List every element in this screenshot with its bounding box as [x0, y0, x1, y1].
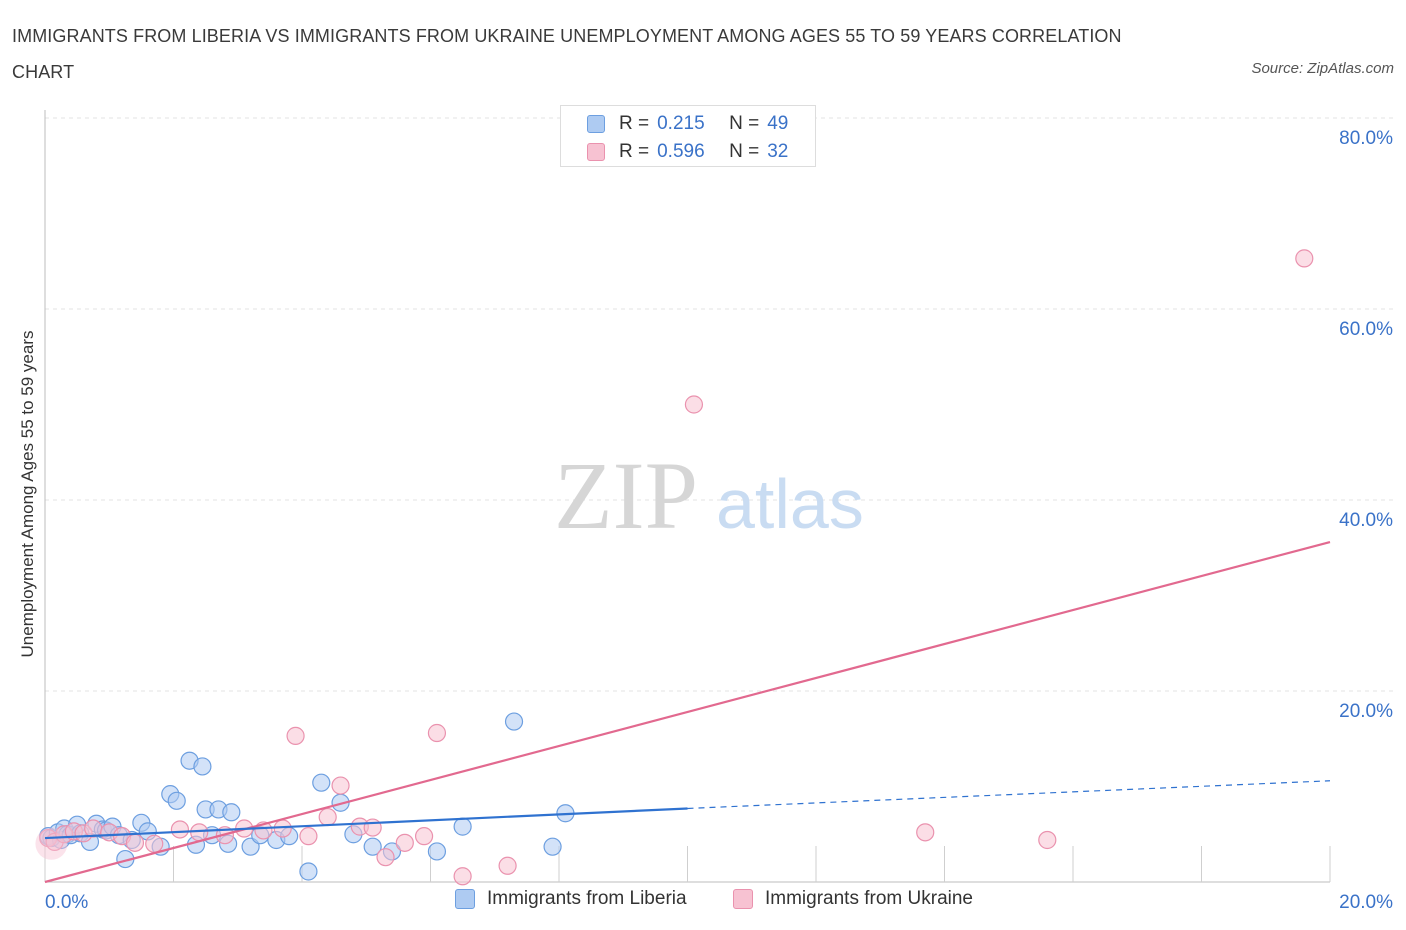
legend-n-value-liberia: 49 [767, 113, 789, 134]
data-point-liberia [453, 817, 472, 836]
data-point-liberia [299, 862, 318, 881]
y-tick-label: 80.0% [1339, 128, 1393, 149]
source-label: Source: ZipAtlas.com [1251, 60, 1394, 77]
data-point-ukraine [318, 807, 337, 827]
legend-n-label: N = [729, 141, 760, 162]
data-point-ukraine [286, 726, 305, 745]
data-point-ukraine [498, 856, 517, 875]
chart-title: IMMIGRANTS FROM LIBERIA VS IMMIGRANTS FR… [12, 26, 1122, 82]
bottom-legend-swatch-ukraine [733, 889, 753, 909]
bottom-legend-swatch-liberia [455, 889, 475, 909]
data-point-ukraine [453, 867, 472, 886]
legend-n-label: N = [729, 113, 760, 134]
legend-swatch-liberia [587, 115, 605, 133]
data-point-ukraine-cluster [35, 827, 68, 860]
y-tick-label: 40.0% [1339, 510, 1393, 531]
y-axis-label: Unemployment Among Ages 55 to 59 years [18, 330, 37, 658]
data-point-ukraine [125, 833, 145, 852]
data-point-ukraine [916, 823, 935, 842]
y-tick-label: 60.0% [1339, 319, 1393, 340]
data-point-ukraine [145, 834, 164, 853]
legend-r-value-ukraine: 0.596 [657, 141, 705, 162]
data-point-liberia [193, 757, 212, 776]
legend-r-value-liberia: 0.215 [657, 113, 705, 134]
data-point-ukraine [273, 819, 292, 838]
data-point-ukraine [170, 820, 190, 839]
data-point-ukraine [684, 395, 704, 414]
series-ukraine-points [35, 249, 1314, 886]
legend-r-label: R = [619, 113, 650, 134]
trend-line-liberia-extension [687, 780, 1331, 810]
data-point-liberia [167, 791, 186, 810]
watermark-atlas: atlas [716, 465, 864, 543]
data-point-ukraine [395, 833, 414, 852]
series-liberia-points [39, 712, 575, 881]
data-point-ukraine [84, 819, 103, 838]
data-point-ukraine [1038, 830, 1057, 850]
bottom-legend-liberia: Immigrants from Liberia [455, 888, 687, 910]
tick-labels: 20.0% 40.0% 60.0% 80.0% 0.0% 20.0% [45, 128, 1393, 913]
bottom-legend-ukraine: Immigrants from Ukraine [733, 888, 973, 910]
data-point-liberia [504, 712, 524, 731]
correlation-legend: R = 0.215 N = 49 R = 0.596 N = 32 [560, 105, 816, 167]
legend-swatch-ukraine [587, 143, 605, 161]
data-point-liberia [427, 842, 447, 861]
data-point-ukraine [331, 776, 350, 795]
bottom-legend-label-ukraine: Immigrants from Ukraine [765, 888, 973, 909]
data-point-ukraine [1295, 249, 1314, 268]
legend-n-value-ukraine: 32 [767, 141, 789, 162]
y-tick-label: 20.0% [1339, 701, 1393, 722]
data-point-ukraine [299, 827, 318, 846]
data-point-ukraine [376, 848, 395, 867]
data-point-liberia [363, 837, 382, 856]
data-point-liberia [222, 803, 241, 822]
legend-row-ukraine: R = 0.596 N = 32 [587, 138, 788, 166]
x-tick-label: 0.0% [45, 892, 88, 913]
grid-lines [45, 117, 1395, 692]
trend-line-ukraine [44, 540, 1331, 884]
legend-r-label: R = [619, 141, 650, 162]
trend-line-liberia [44, 807, 688, 840]
watermark: ZIP atlas [554, 442, 864, 549]
trend-lines [44, 540, 1331, 884]
data-point-liberia [312, 773, 331, 792]
legend-row-liberia: R = 0.215 N = 49 [587, 110, 788, 138]
x-tick-label: 20.0% [1339, 892, 1393, 913]
data-point-ukraine [414, 827, 434, 846]
bottom-legend-label-liberia: Immigrants from Liberia [487, 888, 687, 909]
data-point-ukraine [427, 723, 447, 743]
data-point-liberia [543, 837, 562, 856]
watermark-zip: ZIP [554, 442, 698, 549]
